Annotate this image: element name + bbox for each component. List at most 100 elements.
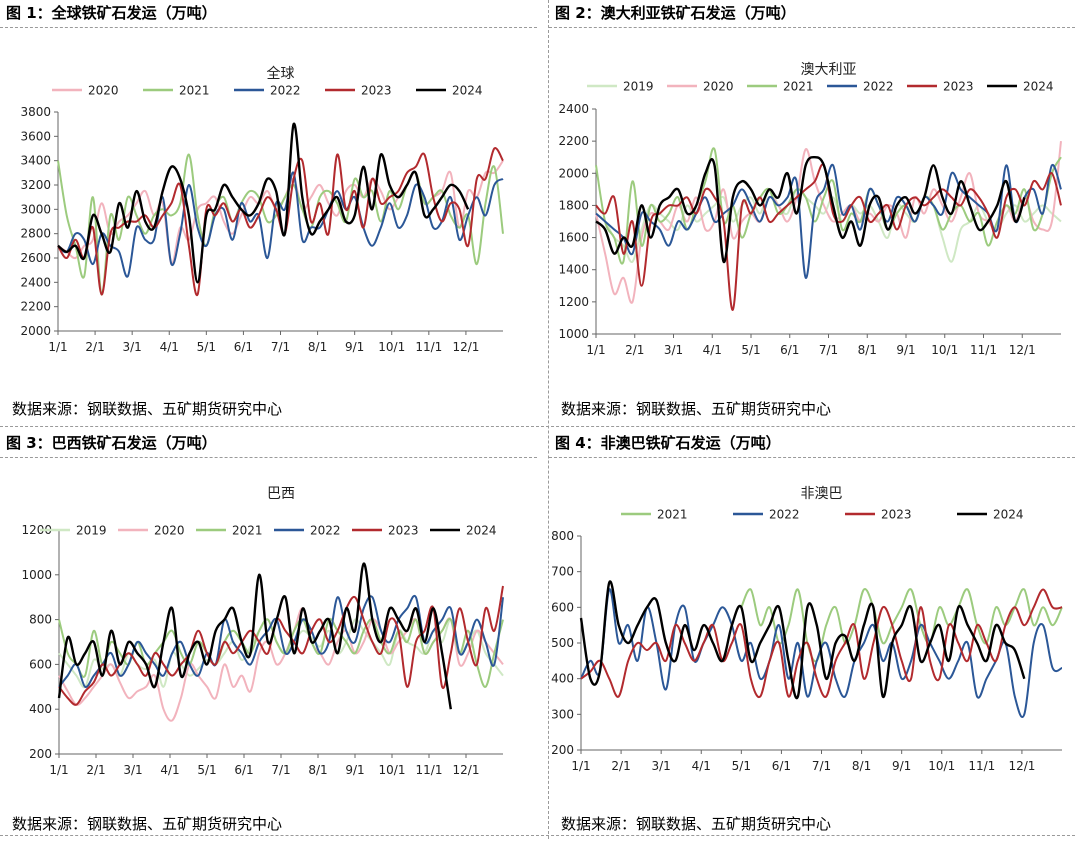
y-tick-label: 600 xyxy=(551,600,574,614)
series-line-2024 xyxy=(579,580,1026,700)
heading-rule xyxy=(0,27,537,28)
figure-label: 图 3： xyxy=(6,434,52,452)
x-tick-label: 4/1 xyxy=(160,763,179,777)
x-tick-label: 5/1 xyxy=(732,759,751,773)
y-tick-label: 1200 xyxy=(21,523,52,537)
y-tick-label: 1000 xyxy=(558,327,589,341)
x-tick-label: 8/1 xyxy=(308,340,327,354)
x-tick-label: 7/1 xyxy=(812,759,831,773)
y-tick-label: 500 xyxy=(551,636,574,650)
y-tick-label: 800 xyxy=(29,613,52,627)
legend-label-2021: 2021 xyxy=(179,84,210,98)
x-tick-label: 11/1 xyxy=(970,343,997,357)
x-tick-label: 8/1 xyxy=(858,343,877,357)
x-tick-label: 9/1 xyxy=(345,340,364,354)
series-line-2022 xyxy=(58,594,504,689)
figure-heading: 图 2：澳大利亚铁矿石发运（万吨） xyxy=(555,2,796,23)
heading-rule xyxy=(549,457,1075,458)
y-tick-label: 3000 xyxy=(20,202,51,216)
x-tick-label: 4/1 xyxy=(703,343,722,357)
legend-label-2024: 2024 xyxy=(993,508,1024,522)
y-tick-label: 400 xyxy=(29,702,52,716)
series-line-2024 xyxy=(57,562,452,710)
x-tick-label: 10/1 xyxy=(931,343,958,357)
x-tick-label: 11/1 xyxy=(416,763,443,777)
y-tick-label: 2600 xyxy=(20,251,51,265)
x-tick-label: 11/1 xyxy=(415,340,442,354)
y-tick-label: 1600 xyxy=(558,231,589,245)
x-tick-label: 9/1 xyxy=(345,763,364,777)
x-tick-label: 3/1 xyxy=(652,759,671,773)
legend-label-2019: 2019 xyxy=(623,80,654,94)
series-line-2021 xyxy=(595,147,1062,265)
figure-label: 图 2： xyxy=(555,4,601,22)
y-tick-label: 3200 xyxy=(20,178,51,192)
x-tick-label: 6/1 xyxy=(780,343,799,357)
series-line-2024 xyxy=(57,122,470,284)
x-tick-label: 7/1 xyxy=(819,343,838,357)
y-tick-label: 800 xyxy=(551,529,574,543)
data-source-note: 数据来源：钢联数据、五矿期货研究中心 xyxy=(561,815,832,833)
legend-label-2020: 2020 xyxy=(703,80,734,94)
figure-panel-non-aus-brazil: 图 4：非澳巴铁矿石发运（万吨） 非澳巴 200 300 400 500 600 700 80… xyxy=(549,430,1075,849)
x-tick-label: 2/1 xyxy=(86,763,105,777)
chart-title: 巴西 xyxy=(267,486,295,502)
legend-label-2023: 2023 xyxy=(388,524,419,538)
legend-label-2019: 2019 xyxy=(76,524,107,538)
panel-divider-vertical xyxy=(548,0,549,839)
x-tick-label: 6/1 xyxy=(772,759,791,773)
figure-title: 巴西铁矿石发运（万吨） xyxy=(51,434,217,452)
y-tick-label: 2200 xyxy=(20,300,51,314)
chart-title: 全球 xyxy=(267,65,295,82)
x-tick-label: 12/1 xyxy=(453,763,480,777)
x-tick-label: 10/1 xyxy=(379,763,406,777)
x-tick-label: 3/1 xyxy=(123,763,142,777)
x-tick-label: 7/1 xyxy=(271,763,290,777)
x-tick-label: 1/1 xyxy=(48,340,67,354)
chart-brazil: 巴西 200 400 600 800 1000 1200 1/1 2/1 3/1 4/1 5/1 6/1… xyxy=(21,486,504,777)
series-line-2023 xyxy=(58,585,504,706)
x-tick-label: 12/1 xyxy=(1009,343,1036,357)
y-tick-label: 2400 xyxy=(558,102,589,116)
y-tick-label: 3800 xyxy=(20,105,51,119)
x-tick-label: 7/1 xyxy=(271,340,290,354)
y-tick-label: 3600 xyxy=(20,129,51,143)
y-tick-label: 2400 xyxy=(20,275,51,289)
legend-label-2022: 2022 xyxy=(270,84,301,98)
heading-rule xyxy=(0,457,537,458)
figure-title: 澳大利亚铁矿石发运（万吨） xyxy=(600,4,796,22)
chart-title: 非澳巴 xyxy=(801,486,843,502)
legend-label-2022: 2022 xyxy=(310,524,341,538)
figure-heading: 图 1：全球铁矿石发运（万吨） xyxy=(6,2,217,23)
x-tick-label: 9/1 xyxy=(892,759,911,773)
y-tick-label: 3400 xyxy=(20,154,51,168)
figure-panel-brazil: 图 3：巴西铁矿石发运（万吨） 巴西 200 400 600 800 1000 1200 1/… xyxy=(0,430,537,849)
x-tick-label: 1/1 xyxy=(586,343,605,357)
y-tick-label: 2000 xyxy=(20,324,51,338)
chart-title: 澳大利亚 xyxy=(801,62,857,78)
panel-divider-horizontal xyxy=(0,426,1075,427)
y-tick-label: 2800 xyxy=(20,227,51,241)
legend-label-2023: 2023 xyxy=(881,508,912,522)
x-tick-label: 1/1 xyxy=(49,763,68,777)
legend-label-2022: 2022 xyxy=(769,508,800,522)
figure-heading: 图 3：巴西铁矿石发运（万吨） xyxy=(6,432,217,453)
legend-label-2024: 2024 xyxy=(452,84,483,98)
x-tick-label: 8/1 xyxy=(852,759,871,773)
legend-label-2023: 2023 xyxy=(361,84,392,98)
legend-label-2020: 2020 xyxy=(154,524,185,538)
figure-panel-australia: 图 2：澳大利亚铁矿石发运（万吨） 澳大利亚 1000 1200 1400 1600 18… xyxy=(549,0,1075,419)
chart-non-aus-brazil: 非澳巴 200 300 400 500 600 700 800 1/1 2/1 3/1 4/1 5/1 6… xyxy=(551,486,1063,773)
x-tick-label: 12/1 xyxy=(452,340,479,354)
series-line-2021 xyxy=(740,588,1063,663)
series-line-2023 xyxy=(580,588,1063,699)
figure-heading: 图 4：非澳巴铁矿石发运（万吨） xyxy=(555,432,781,453)
x-tick-label: 4/1 xyxy=(692,759,711,773)
series-line-2019 xyxy=(595,187,1062,263)
x-tick-label: 2/1 xyxy=(611,759,630,773)
figure-title: 全球铁矿石发运（万吨） xyxy=(51,4,217,22)
legend-label-2021: 2021 xyxy=(783,80,814,94)
x-tick-label: 2/1 xyxy=(625,343,644,357)
x-tick-label: 3/1 xyxy=(664,343,683,357)
figure-title: 非澳巴铁矿石发运（万吨） xyxy=(600,434,781,452)
